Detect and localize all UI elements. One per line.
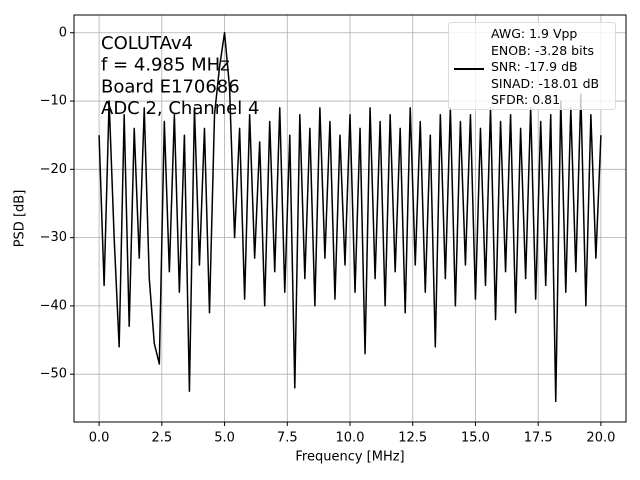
- x-tick-label: 20.0: [586, 431, 615, 446]
- annotation: f = 4.985 MHz: [101, 55, 230, 76]
- x-tick-label: 2.5: [151, 431, 172, 446]
- y-tick-label: 0: [59, 25, 67, 40]
- annotation: Board E170686: [101, 76, 240, 97]
- y-tick-label: −10: [40, 94, 67, 109]
- x-tick-label: 15.0: [461, 431, 490, 446]
- x-tick-label: 7.5: [277, 431, 298, 446]
- y-tick-label: −50: [40, 367, 67, 382]
- x-tick-label: 12.5: [398, 431, 427, 446]
- legend-label: AWG: 1.9 Vpp ENOB: -3.28 bits SNR: -17.9…: [491, 26, 600, 107]
- x-tick-label: 10.0: [336, 431, 365, 446]
- y-tick-label: −30: [40, 230, 67, 245]
- y-axis-label: PSD [dB]: [13, 190, 28, 248]
- x-tick-label: 0.0: [89, 431, 110, 446]
- y-tick-label: −20: [40, 162, 67, 177]
- plot-frame: [73, 14, 627, 423]
- series-line: [98, 32, 602, 403]
- legend: AWG: 1.9 Vpp ENOB: -3.28 bits SNR: -17.9…: [448, 22, 616, 110]
- annotation: COLUTAv4: [101, 33, 193, 54]
- x-tick-label: 5.0: [214, 431, 235, 446]
- y-tick-label: −40: [40, 298, 67, 313]
- x-axis-label: Frequency [MHz]: [295, 450, 404, 465]
- legend-swatch: [454, 68, 484, 70]
- x-tick-label: 17.5: [524, 431, 553, 446]
- annotation: ADC 2, Channel 4: [101, 98, 259, 119]
